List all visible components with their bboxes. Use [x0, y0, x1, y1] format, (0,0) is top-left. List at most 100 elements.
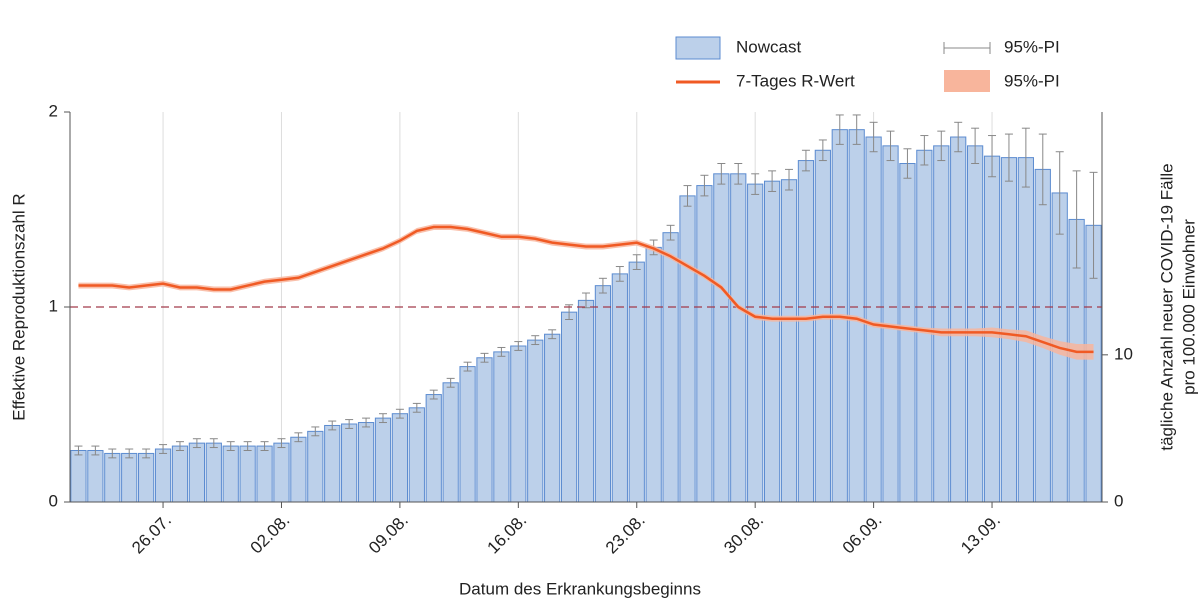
x-tick-label: 26.07.	[128, 511, 175, 558]
error-bar	[937, 130, 946, 162]
x-tick-label: 06.09.	[839, 511, 886, 558]
legend-label: 95%-PI	[1004, 71, 1060, 90]
error-bar	[632, 254, 641, 270]
error-bar	[835, 114, 844, 145]
bar	[967, 145, 984, 503]
bar	[222, 445, 239, 503]
error-bar	[260, 441, 269, 451]
error-bar	[480, 352, 489, 363]
bar	[628, 261, 645, 503]
bar	[408, 407, 425, 503]
y2-tick-label: 10	[1114, 344, 1133, 363]
error-bar	[328, 420, 337, 431]
bar	[1017, 157, 1034, 503]
bar	[273, 442, 290, 503]
error-bar	[362, 417, 371, 428]
bar	[239, 445, 256, 503]
bar	[341, 423, 358, 503]
legend-label: Nowcast	[736, 37, 801, 56]
error-bar	[378, 413, 387, 424]
error-bar	[429, 389, 438, 400]
error-bar	[988, 135, 997, 178]
bar	[459, 366, 476, 503]
error-bar	[1038, 133, 1047, 206]
bar	[391, 413, 409, 503]
x-tick-label: 16.08.	[483, 511, 530, 558]
error-bar	[395, 408, 404, 419]
error-bar	[142, 448, 151, 459]
x-tick-label: 09.08.	[365, 511, 412, 558]
error-bar	[582, 292, 590, 309]
error-bar	[683, 185, 692, 207]
error-bar	[1089, 171, 1098, 279]
error-bar	[74, 445, 83, 456]
error-bar	[175, 441, 184, 451]
error-bar	[209, 438, 218, 449]
legend-swatch	[675, 36, 721, 60]
bar	[560, 311, 578, 503]
bar	[357, 422, 375, 503]
bar	[188, 442, 205, 503]
error-bar	[497, 346, 506, 357]
x-tick-label: 02.08.	[247, 511, 294, 558]
error-bar	[751, 173, 760, 195]
bar	[544, 333, 561, 503]
bar	[763, 180, 781, 503]
bar	[374, 417, 392, 503]
bar	[121, 452, 138, 503]
error-bar	[971, 127, 980, 165]
error-bar	[785, 168, 794, 191]
error-bar	[1055, 151, 1064, 235]
y-axis-title: Effektive Reproduktionszahl R	[9, 193, 28, 420]
bar	[814, 149, 831, 503]
bar	[950, 136, 967, 503]
error-bar	[903, 148, 912, 179]
bar	[933, 145, 950, 503]
y-tick-label: 1	[49, 296, 58, 315]
error-bar	[1072, 170, 1081, 269]
error-bar	[734, 163, 743, 185]
bar	[138, 452, 155, 503]
legend-label: 95%-PI	[1004, 37, 1060, 56]
bar	[577, 299, 595, 503]
error-bar	[1004, 133, 1013, 182]
error-bar	[294, 432, 303, 443]
line	[78, 225, 1094, 354]
error-bar	[463, 361, 472, 372]
error-bar	[277, 438, 286, 449]
x-tick-label: 13.09.	[957, 511, 1004, 558]
error-bar	[920, 135, 929, 166]
bar	[205, 442, 222, 503]
y2-tick-label: 0	[1114, 491, 1123, 510]
error-bar	[243, 441, 252, 451]
error-bar	[125, 448, 134, 459]
error-bar	[717, 163, 726, 185]
bar	[594, 285, 612, 503]
error-bar	[412, 402, 421, 413]
error-bar	[108, 448, 117, 459]
legend-swatch	[944, 70, 990, 92]
error-bar	[852, 114, 861, 145]
error-bar	[345, 419, 354, 429]
bar	[611, 273, 628, 503]
bar	[899, 163, 916, 503]
error-bar	[91, 445, 100, 456]
bar	[70, 449, 87, 503]
error-bar	[159, 444, 168, 454]
error-bar	[192, 438, 201, 449]
bar	[662, 232, 679, 503]
error-bar	[311, 426, 320, 437]
bar	[865, 136, 882, 503]
bar	[493, 351, 510, 503]
bar	[442, 382, 459, 503]
y2-axis-title: pro 100.000 Einwohner	[1179, 219, 1198, 395]
error-bar	[700, 174, 709, 197]
error-bar	[226, 441, 235, 451]
error-bar	[818, 139, 827, 162]
bar	[645, 246, 662, 503]
bar	[154, 448, 172, 503]
x-tick-label: 30.08.	[720, 511, 767, 558]
error-bar	[615, 266, 624, 282]
error-bar	[446, 377, 455, 388]
